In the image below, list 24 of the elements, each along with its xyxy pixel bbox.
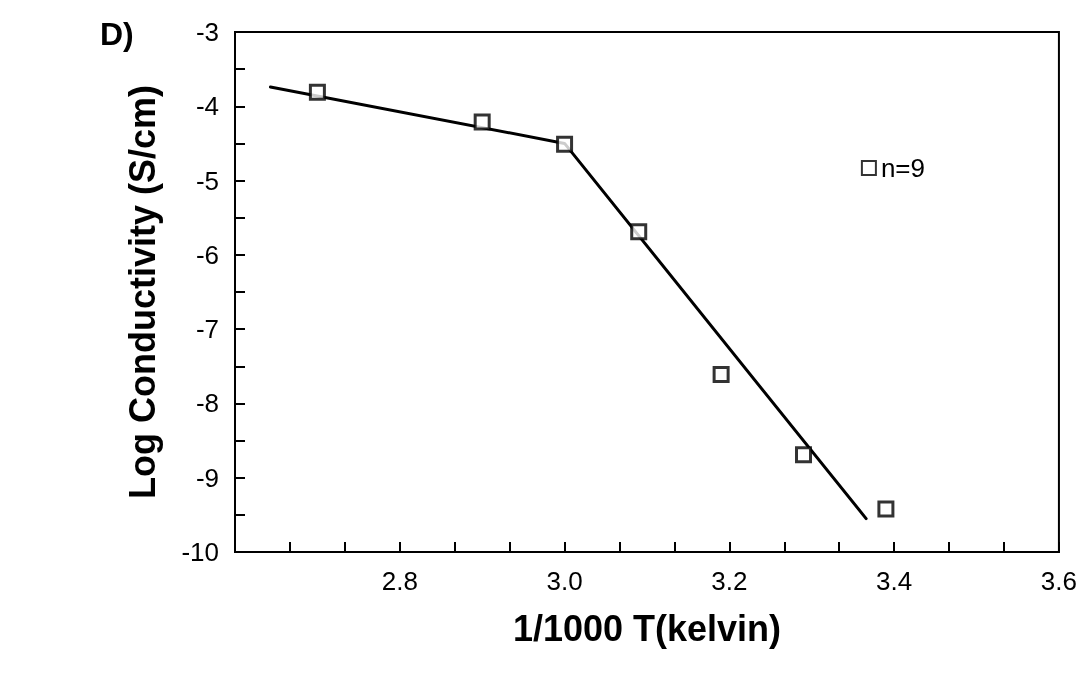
y-tick-label: -3 [195, 17, 219, 47]
point [712, 365, 730, 383]
point [630, 223, 648, 241]
x-axis-title: 1/1000 T(kelvin) [512, 607, 782, 649]
point [556, 135, 574, 153]
y-axis-title: Log Conductivity (S/cm) [121, 85, 163, 499]
x-tick-label: 3.0 [546, 566, 583, 596]
y-tick-label: -6 [195, 239, 219, 270]
x-tick-label: 2.8 [381, 566, 418, 596]
y-tick-label: -5 [195, 165, 219, 196]
legend-label: n=9 [880, 153, 926, 183]
x-tick-label: 3.2 [711, 566, 748, 596]
y-tick-label: -7 [195, 314, 219, 345]
y-tick-label: -8 [195, 388, 219, 419]
y-tick-label: -4 [195, 91, 219, 122]
point [473, 113, 491, 131]
x-tick-label: 3.4 [876, 566, 913, 596]
point [308, 83, 326, 101]
point [795, 446, 813, 464]
text: D) [100, 16, 134, 52]
y-tick-label: -9 [195, 462, 219, 493]
y-tick-label: -10 [181, 537, 219, 567]
point [877, 500, 895, 518]
x-tick-label: 3.6 [1040, 566, 1078, 596]
